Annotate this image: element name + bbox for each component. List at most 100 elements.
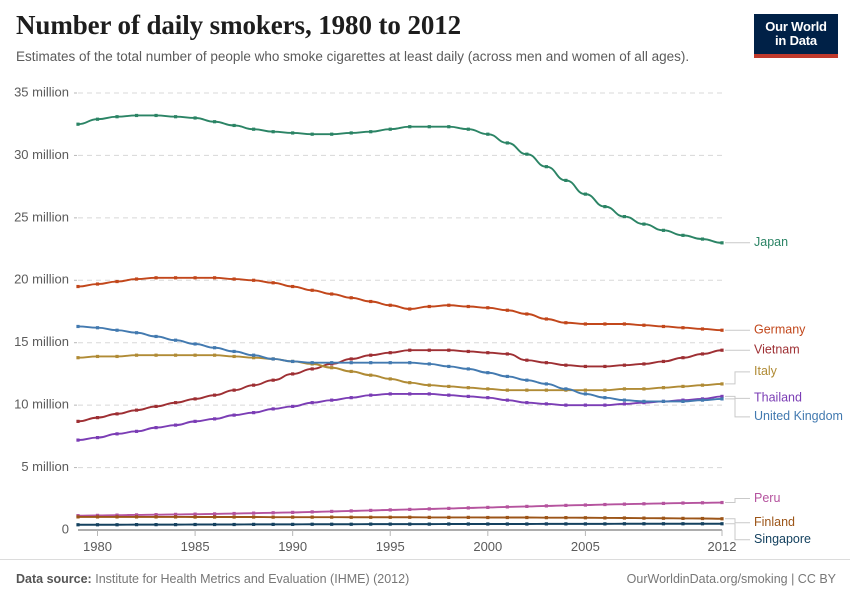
- data-point-marker[interactable]: [622, 387, 627, 391]
- data-point-marker[interactable]: [622, 522, 627, 526]
- data-point-marker[interactable]: [603, 396, 607, 400]
- data-point-marker[interactable]: [447, 364, 451, 369]
- data-point-marker[interactable]: [720, 348, 724, 352]
- data-point-marker[interactable]: [642, 387, 646, 391]
- data-point-marker[interactable]: [115, 328, 119, 332]
- data-point-marker[interactable]: [193, 276, 197, 280]
- data-point-marker[interactable]: [681, 356, 685, 360]
- data-point-marker[interactable]: [681, 399, 685, 403]
- series-label-japan[interactable]: Japan: [754, 235, 788, 249]
- series-label-italy[interactable]: Italy: [754, 364, 778, 378]
- data-point-marker[interactable]: [642, 516, 646, 520]
- data-point-marker[interactable]: [213, 522, 217, 527]
- data-point-marker[interactable]: [720, 522, 724, 526]
- data-point-marker[interactable]: [115, 523, 119, 527]
- data-point-marker[interactable]: [232, 388, 236, 392]
- data-point-marker[interactable]: [388, 515, 392, 519]
- data-point-marker[interactable]: [603, 522, 607, 526]
- data-point-marker[interactable]: [681, 501, 685, 505]
- data-point-marker[interactable]: [544, 361, 548, 365]
- data-point-marker[interactable]: [232, 354, 236, 359]
- data-point-marker[interactable]: [134, 277, 139, 281]
- data-point-marker[interactable]: [447, 303, 451, 307]
- data-point-marker[interactable]: [252, 411, 256, 415]
- data-point-marker[interactable]: [700, 398, 705, 402]
- data-point-marker[interactable]: [681, 326, 685, 330]
- data-point-marker[interactable]: [173, 353, 178, 357]
- data-point-marker[interactable]: [349, 361, 353, 365]
- data-point-marker[interactable]: [388, 303, 392, 307]
- data-point-marker[interactable]: [349, 396, 353, 400]
- data-point-marker[interactable]: [642, 522, 646, 526]
- data-point-marker[interactable]: [154, 523, 158, 527]
- data-point-marker[interactable]: [252, 278, 256, 282]
- data-point-marker[interactable]: [525, 152, 529, 156]
- attribution-link[interactable]: OurWorldinData.org/smoking | CC BY: [626, 572, 836, 586]
- data-point-marker[interactable]: [408, 392, 412, 396]
- data-point-marker[interactable]: [388, 351, 392, 355]
- data-point-marker[interactable]: [525, 504, 529, 508]
- data-point-marker[interactable]: [154, 513, 158, 517]
- data-point-marker[interactable]: [232, 515, 236, 519]
- series-line-italy[interactable]: [77, 354, 723, 392]
- data-point-marker[interactable]: [720, 382, 724, 386]
- data-point-marker[interactable]: [583, 403, 587, 407]
- data-point-marker[interactable]: [310, 522, 314, 526]
- data-point-marker[interactable]: [544, 165, 548, 169]
- data-point-marker[interactable]: [271, 522, 275, 526]
- data-point-marker[interactable]: [330, 361, 334, 365]
- data-point-marker[interactable]: [486, 132, 490, 136]
- data-point-marker[interactable]: [173, 523, 178, 527]
- data-point-marker[interactable]: [700, 352, 705, 356]
- series-line-vietnam[interactable]: [77, 349, 723, 423]
- data-point-marker[interactable]: [173, 512, 178, 516]
- data-point-marker[interactable]: [447, 348, 451, 352]
- data-point-marker[interactable]: [700, 522, 705, 526]
- data-point-marker[interactable]: [447, 393, 451, 397]
- data-point-marker[interactable]: [447, 506, 451, 510]
- data-point-marker[interactable]: [486, 371, 490, 375]
- data-point-marker[interactable]: [466, 515, 470, 519]
- data-point-marker[interactable]: [642, 399, 646, 403]
- data-point-marker[interactable]: [252, 522, 256, 526]
- data-point-marker[interactable]: [330, 509, 334, 513]
- line-chart-svg[interactable]: 0 5 million 10 million 15 million 20 million…: [0, 82, 850, 552]
- data-point-marker[interactable]: [408, 307, 412, 311]
- data-point-marker[interactable]: [544, 402, 548, 406]
- data-point-marker[interactable]: [291, 131, 295, 135]
- data-point-marker[interactable]: [349, 515, 353, 519]
- data-point-marker[interactable]: [564, 516, 568, 520]
- data-point-marker[interactable]: [408, 515, 412, 519]
- data-point-marker[interactable]: [369, 373, 373, 377]
- data-point-marker[interactable]: [134, 429, 139, 433]
- data-point-marker[interactable]: [388, 508, 392, 512]
- data-point-marker[interactable]: [193, 397, 197, 401]
- data-point-marker[interactable]: [213, 512, 217, 516]
- data-point-marker[interactable]: [95, 354, 100, 359]
- data-point-marker[interactable]: [603, 502, 607, 507]
- data-point-marker[interactable]: [427, 522, 431, 526]
- data-point-marker[interactable]: [505, 522, 509, 526]
- data-point-marker[interactable]: [408, 361, 412, 365]
- data-point-marker[interactable]: [661, 516, 666, 520]
- data-point-marker[interactable]: [603, 205, 607, 209]
- data-point-marker[interactable]: [115, 412, 119, 416]
- data-point-marker[interactable]: [564, 403, 568, 407]
- series-label-singapore[interactable]: Singapore: [754, 532, 811, 546]
- data-point-marker[interactable]: [505, 141, 509, 145]
- data-point-marker[interactable]: [505, 505, 509, 509]
- data-point-marker[interactable]: [564, 178, 568, 182]
- data-point-marker[interactable]: [291, 522, 295, 526]
- data-point-marker[interactable]: [173, 401, 178, 405]
- data-point-marker[interactable]: [193, 512, 197, 516]
- data-point-marker[interactable]: [369, 361, 373, 365]
- data-point-marker[interactable]: [583, 322, 587, 326]
- data-point-marker[interactable]: [525, 378, 529, 382]
- data-point-marker[interactable]: [427, 348, 431, 352]
- data-point-marker[interactable]: [700, 501, 705, 505]
- data-point-marker[interactable]: [252, 127, 256, 131]
- data-point-marker[interactable]: [115, 354, 119, 359]
- data-point-marker[interactable]: [427, 304, 431, 309]
- data-point-marker[interactable]: [134, 331, 139, 335]
- data-point-marker[interactable]: [505, 352, 509, 356]
